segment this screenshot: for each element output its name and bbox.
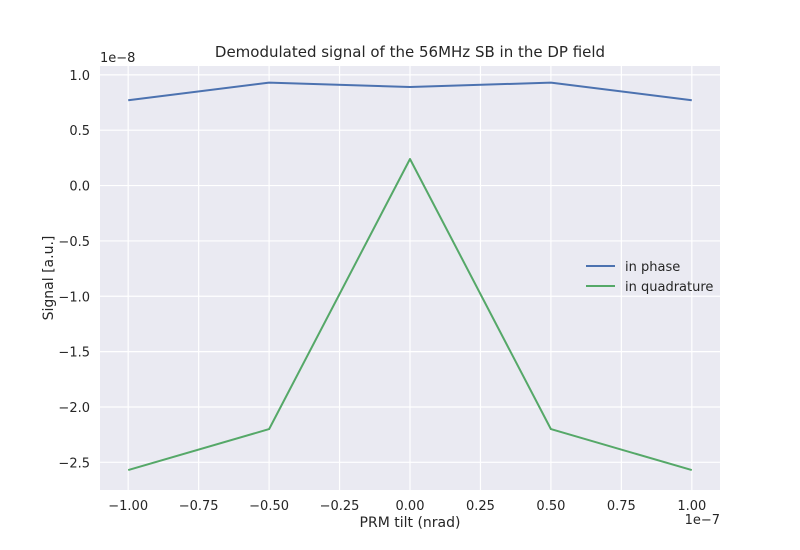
legend-label: in phase (625, 260, 680, 275)
x-tick-label: −0.75 (179, 499, 219, 514)
legend-label: in quadrature (625, 280, 713, 295)
y-offset-label: 1e−8 (100, 51, 135, 66)
y-tick-label: −2.5 (58, 456, 90, 471)
y-tick-label: −1.0 (58, 290, 90, 305)
x-offset-label: 1e−7 (685, 513, 720, 528)
series-line-in-quadrature (127, 158, 693, 472)
y-tick-label: −1.5 (58, 346, 90, 361)
y-tick-label: −2.0 (58, 401, 90, 416)
x-tick-label: 0.00 (396, 499, 425, 514)
x-tick-label: 1.00 (677, 499, 706, 514)
chart-title: Demodulated signal of the 56MHz SB in th… (215, 43, 605, 61)
x-tick-label: 0.50 (536, 499, 565, 514)
x-tick-label: −0.50 (249, 499, 289, 514)
y-tick-label: 0.5 (69, 124, 90, 139)
y-tick-labels: 1.0 0.5 0.0 −0.5 −1.0 −1.5 −2.0 −2.5 (58, 69, 90, 471)
x-tick-label: 0.25 (466, 499, 495, 514)
y-axis-label: Signal [a.u.] (41, 236, 57, 321)
legend: in phase in quadrature (586, 260, 713, 295)
x-tick-labels: −1.00 −0.75 −0.50 −0.25 0.00 0.25 0.50 0.75 1.00 (108, 499, 706, 514)
y-tick-label: −0.5 (58, 235, 90, 250)
x-tick-label: −0.25 (320, 499, 360, 514)
grid (100, 66, 720, 490)
x-tick-label: 0.75 (607, 499, 636, 514)
y-tick-label: 1.0 (69, 69, 90, 84)
x-axis-label: PRM tilt (nrad) (360, 515, 461, 531)
series-lines (127, 81, 693, 472)
series-line-in-phase (128, 81, 692, 102)
y-tick-label: 0.0 (69, 180, 90, 195)
x-tick-label: −1.00 (108, 499, 148, 514)
